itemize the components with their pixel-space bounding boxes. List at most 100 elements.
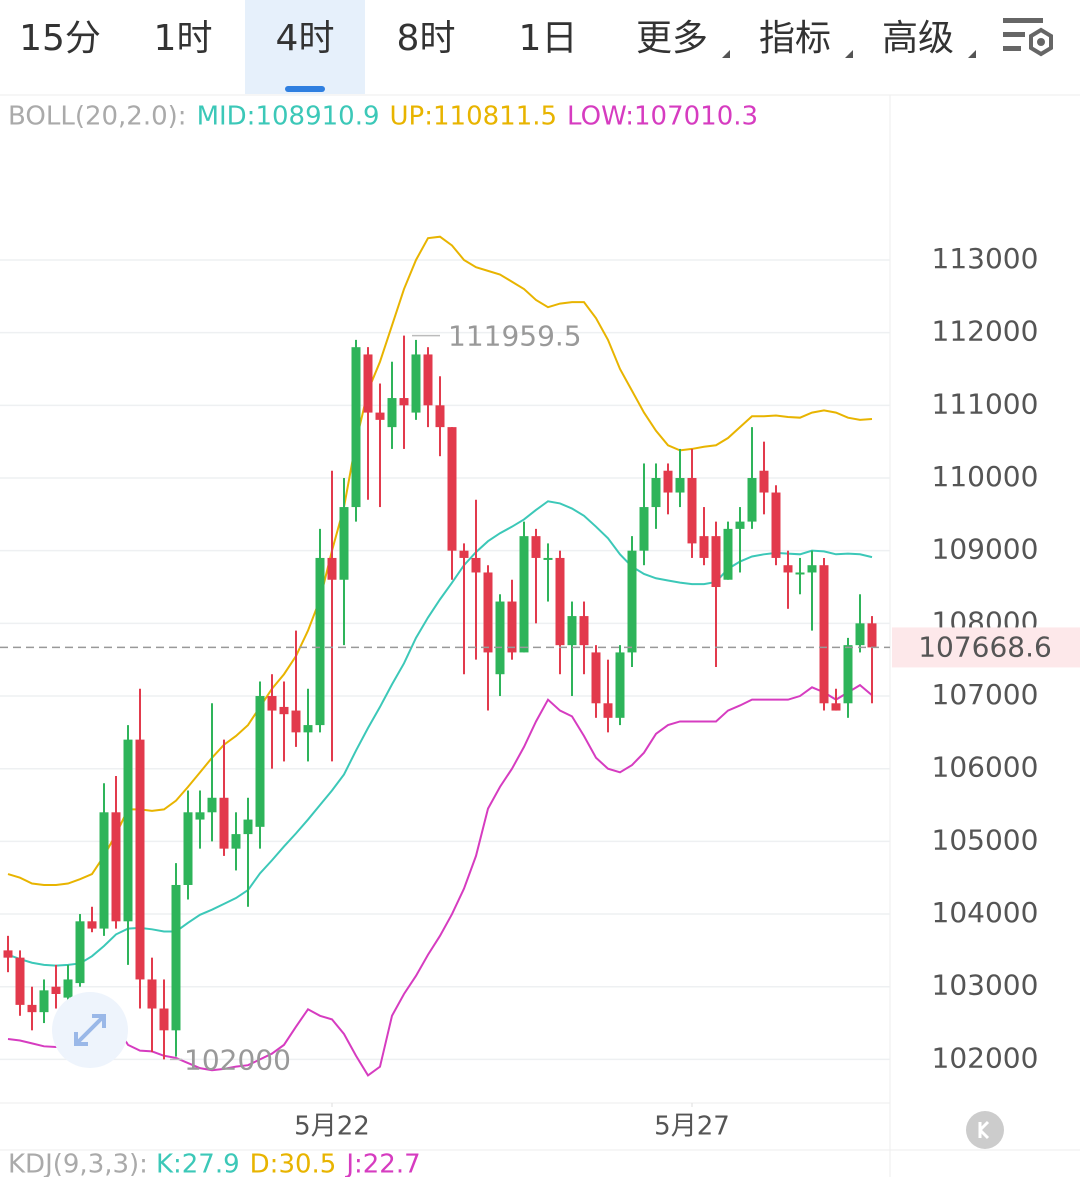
y-tick-label: 104000	[932, 896, 1039, 929]
candle-body	[507, 601, 517, 653]
tab[interactable]: 1时	[154, 18, 213, 59]
x-tick-label: 5月27	[654, 1112, 730, 1142]
y-tick-label: 111000	[932, 387, 1039, 420]
candle-body	[651, 477, 661, 508]
tab[interactable]: 指标	[759, 18, 831, 59]
tab[interactable]: 1日	[519, 18, 578, 59]
tab[interactable]: 15分	[19, 18, 101, 59]
dropdown-caret	[845, 50, 853, 58]
x-tick-label: 5月22	[294, 1112, 370, 1142]
tab-bar	[0, 0, 1080, 94]
candle-body	[159, 1008, 169, 1031]
reset-button[interactable]	[966, 1111, 1004, 1149]
candle-body	[831, 703, 841, 711]
candle-body	[867, 623, 877, 648]
last-price-box	[892, 627, 1080, 668]
candle-body	[291, 710, 301, 733]
candle-body	[471, 557, 481, 573]
low-annotation: 102000	[184, 1043, 291, 1076]
boll-line	[7, 235, 873, 886]
dropdown-caret	[968, 50, 976, 58]
candle-body	[51, 986, 61, 994]
tab[interactable]: 8时	[397, 18, 456, 59]
candle-body	[627, 550, 637, 653]
candle-body	[531, 536, 541, 558]
candle-body	[495, 601, 505, 675]
candle-body	[675, 477, 685, 493]
y-tick-label: 110000	[932, 460, 1039, 493]
legend-name: UP:	[390, 102, 433, 132]
candle-body	[819, 565, 829, 704]
y-tick-label: 102000	[932, 1041, 1039, 1074]
legend-value: 108910.9	[255, 102, 379, 132]
candle-body	[591, 652, 601, 704]
candle-body	[63, 979, 73, 998]
candle-body	[243, 819, 253, 835]
candle-body	[39, 990, 49, 1013]
y-tick-label: 113000	[932, 242, 1039, 275]
legend-name: MID:	[197, 102, 256, 132]
candle-body	[447, 427, 457, 551]
legend-name: LOW:	[567, 102, 634, 132]
candle-body	[615, 652, 625, 718]
candle-body	[303, 725, 313, 733]
candle-body	[543, 557, 553, 560]
indicator-title: BOLL(20,2.0):	[8, 102, 187, 132]
candle-body	[519, 536, 529, 653]
candle-body	[603, 703, 613, 718]
candle-body	[771, 492, 781, 558]
legend-value: 107010.3	[634, 102, 758, 132]
settings-icon[interactable]	[1003, 18, 1053, 57]
candle-body	[579, 616, 589, 646]
y-tick-label: 109000	[932, 533, 1039, 566]
y-tick-label: 107000	[932, 678, 1039, 711]
y-tick-label: 106000	[932, 751, 1039, 784]
candle-body	[315, 557, 325, 726]
kdj-name: D:	[250, 1150, 279, 1177]
candle-body	[435, 405, 445, 428]
candle-body	[219, 797, 229, 849]
candle-body	[855, 623, 865, 646]
candle-body	[735, 521, 745, 529]
candle-body	[387, 398, 397, 428]
plot: 1020001030001040001050001060001070001080…	[0, 235, 1080, 1142]
legend-value: 110811.5	[433, 102, 557, 132]
candle-body	[171, 884, 181, 1031]
candle-body	[759, 470, 769, 493]
candle-body	[207, 797, 217, 813]
candle-body	[699, 536, 709, 558]
reset-icon	[978, 1120, 990, 1140]
y-tick-label: 112000	[932, 315, 1039, 348]
kdj-title: KDJ(9,3,3):	[8, 1150, 148, 1177]
candle-body	[411, 354, 421, 413]
tab-indicator	[285, 86, 325, 92]
tab[interactable]: 更多	[636, 18, 708, 59]
candle-body	[15, 957, 25, 1005]
candle-body	[147, 979, 157, 1009]
candle-body	[255, 696, 265, 827]
candle-body	[99, 812, 109, 929]
y-tick-label: 103000	[932, 969, 1039, 1002]
candle-body	[111, 812, 121, 922]
candle-body	[135, 739, 145, 980]
candle-body	[723, 528, 733, 580]
candle-body	[423, 354, 433, 406]
last-price-label: 107668.6	[918, 630, 1052, 663]
candle-body	[267, 696, 277, 711]
tab[interactable]: 4时	[276, 18, 335, 59]
candle-body	[459, 550, 469, 558]
high-annotation: 111959.5	[448, 320, 582, 353]
candle-body	[363, 354, 373, 413]
candle-body	[399, 398, 409, 406]
candle-body	[555, 557, 565, 646]
tab[interactable]: 高级	[882, 18, 954, 59]
candle-body	[483, 572, 493, 653]
candle-body	[75, 921, 85, 984]
candle-body	[843, 645, 853, 704]
candle-body	[183, 812, 193, 885]
dropdown-caret	[722, 50, 730, 58]
kdj-value: 30.5	[278, 1150, 336, 1177]
candle-body	[87, 921, 97, 929]
candle-body	[279, 706, 289, 715]
